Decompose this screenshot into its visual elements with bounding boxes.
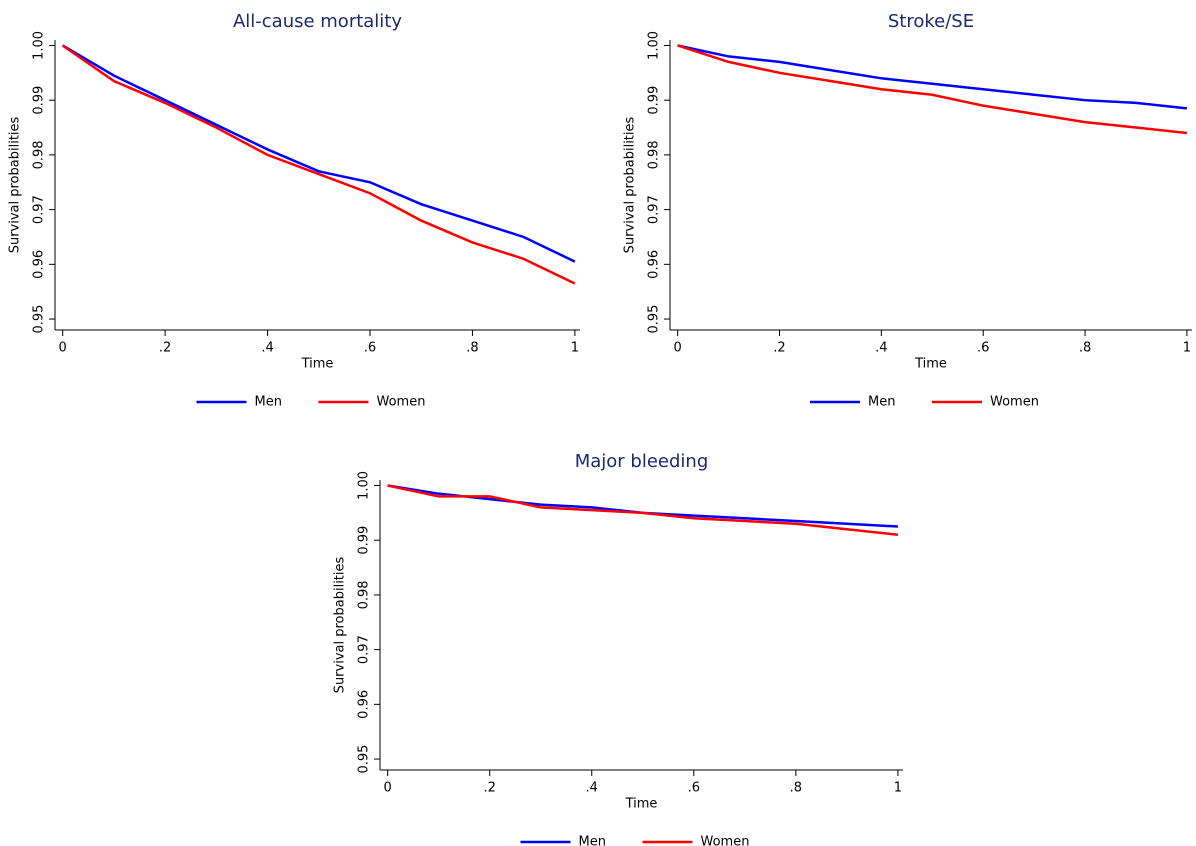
y-tick-label: 0.96 xyxy=(647,250,662,279)
y-tick-label: 0.99 xyxy=(357,526,372,555)
y-tick-label: 0.98 xyxy=(647,140,662,169)
y-tick-label: 1.00 xyxy=(32,31,47,60)
survival-line xyxy=(677,44,1188,135)
x-tick-label: .2 xyxy=(773,341,785,356)
y-tick-label: 1.00 xyxy=(357,471,372,500)
survival-line xyxy=(387,484,899,536)
x-tick-label: .6 xyxy=(977,341,989,356)
y-tick-label: 0.99 xyxy=(647,86,662,115)
chart-title: All-cause mortality xyxy=(233,11,402,32)
y-axis-label: Survival probabilities xyxy=(333,556,348,693)
chart-title: Stroke/SE xyxy=(888,11,974,32)
y-tick-label: 0.98 xyxy=(32,140,47,169)
x-tick-label: .2 xyxy=(483,781,495,796)
y-tick-label: 0.95 xyxy=(32,305,47,334)
survival-line xyxy=(62,44,576,263)
legend-label: Men xyxy=(255,395,282,410)
x-tick-label: 1 xyxy=(894,781,902,796)
y-tick-label: 0.97 xyxy=(647,195,662,224)
legend-label: Men xyxy=(868,395,895,410)
y-tick-label: 0.95 xyxy=(647,305,662,334)
x-axis-label: Time xyxy=(914,357,947,372)
x-tick-label: .4 xyxy=(586,781,598,796)
chart-title: Major bleeding xyxy=(575,451,709,472)
survival-line xyxy=(677,44,1188,110)
y-tick-label: 0.98 xyxy=(357,580,372,609)
legend-label: Women xyxy=(990,395,1039,410)
y-tick-label: 0.97 xyxy=(32,195,47,224)
x-tick-label: 0 xyxy=(673,341,681,356)
x-tick-label: .4 xyxy=(261,341,273,356)
x-tick-label: .6 xyxy=(364,341,376,356)
x-tick-label: 1 xyxy=(1183,341,1191,356)
x-tick-label: .2 xyxy=(159,341,171,356)
x-tick-label: .6 xyxy=(688,781,700,796)
x-tick-label: 0 xyxy=(59,341,67,356)
x-tick-label: 0 xyxy=(384,781,392,796)
y-axis-label: Survival probabilities xyxy=(623,116,638,253)
survival-line xyxy=(61,44,576,285)
y-axis-label: Survival probabilities xyxy=(8,116,23,253)
x-tick-label: .8 xyxy=(1079,341,1091,356)
y-tick-label: 1.00 xyxy=(647,31,662,60)
x-tick-label: .8 xyxy=(466,341,478,356)
legend-label: Women xyxy=(701,835,750,846)
x-tick-label: .4 xyxy=(875,341,887,356)
x-tick-label: .8 xyxy=(790,781,802,796)
legend-label: Women xyxy=(377,395,426,410)
x-tick-label: 1 xyxy=(571,341,579,356)
y-tick-label: 0.99 xyxy=(32,86,47,115)
legend-label: Men xyxy=(579,835,606,846)
survival-line xyxy=(387,484,898,528)
x-axis-label: Time xyxy=(301,357,334,372)
y-tick-label: 0.97 xyxy=(357,635,372,664)
y-tick-label: 0.95 xyxy=(357,745,372,774)
x-axis-label: Time xyxy=(625,797,658,812)
y-tick-label: 0.96 xyxy=(32,250,47,279)
y-tick-label: 0.96 xyxy=(357,690,372,719)
